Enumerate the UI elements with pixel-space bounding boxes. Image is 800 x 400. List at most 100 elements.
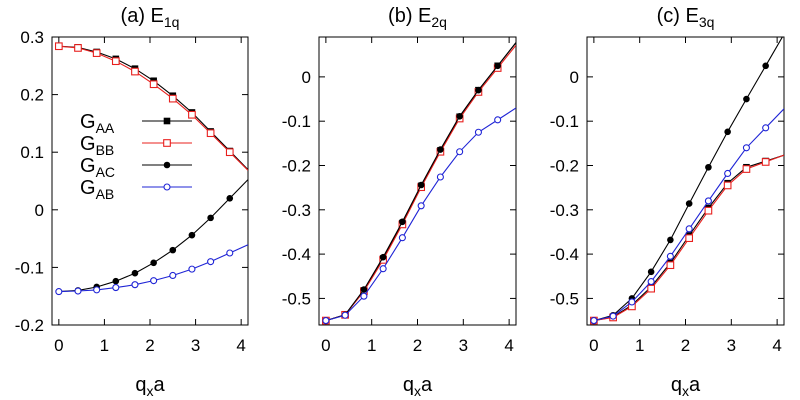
data-point-G_AC — [226, 194, 234, 202]
x-tick-label: 1 — [100, 336, 109, 355]
data-point-G_BB — [704, 206, 713, 215]
x-tick-label: 1 — [367, 336, 376, 355]
data-point-G_BB — [685, 234, 694, 243]
data-point-G_BB — [742, 165, 751, 173]
data-point-G_AB — [55, 288, 63, 296]
data-point-G_AB — [474, 128, 482, 136]
x-tick-label: 2 — [681, 336, 690, 355]
data-point-G_BB — [225, 148, 234, 157]
panel-c: 0 1 2 3 4 -0.5 -0.4 -0.3 -0.2 -0.1 0 (c) E3q qxa — [550, 5, 785, 399]
x-tick-label: 2 — [413, 336, 422, 355]
x-tick-label: 0 — [589, 336, 598, 355]
data-point-G_AB — [590, 317, 598, 325]
y-tick-label: -0.4 — [550, 245, 579, 264]
series-G_BB — [54, 42, 248, 171]
x-tick-label: 3 — [727, 336, 736, 355]
data-point-G_AB — [609, 312, 617, 320]
y-tick-label: -0.1 — [15, 258, 44, 277]
data-point-G_AC — [150, 259, 157, 267]
series-line-G_AC — [593, 37, 784, 322]
x-axis-label: qxa — [135, 374, 165, 399]
data-point-G_AC — [494, 62, 501, 70]
data-point-G_AB — [360, 292, 368, 300]
x-tick-label: 0 — [54, 336, 63, 355]
data-point-G_BB — [149, 80, 158, 89]
y-tick-label: -0.3 — [282, 201, 311, 220]
legend-label-G_BB: GBB — [80, 133, 114, 158]
data-point-G_BB — [74, 44, 82, 52]
legend-marker-G_AB — [163, 183, 171, 191]
y-tick-label: 0 — [302, 68, 311, 87]
x-tick-label: 0 — [321, 336, 330, 355]
series-G_BB — [590, 154, 784, 325]
data-point-G_AC — [131, 269, 139, 277]
legend-label-G_AB: GAB — [80, 177, 114, 202]
data-point-G_AB — [322, 317, 330, 325]
panel-title: (c) E3q — [657, 5, 715, 30]
data-point-G_AC — [437, 146, 444, 153]
data-point-G_BB — [761, 158, 770, 166]
y-tick-label: -0.1 — [550, 112, 579, 131]
y-tick-label: 0 — [35, 201, 44, 220]
y-tick-label: 0 — [570, 68, 579, 87]
x-axis-label: qxa — [671, 374, 701, 399]
panel-a: 0 1 2 3 4-0.2-0.100.10.20.3(a) E1qqxaGAAGBBG… — [15, 5, 249, 399]
legend-marker-G_BB — [163, 139, 171, 147]
panel-title: (a) E1q — [121, 5, 180, 30]
data-point-G_BB — [92, 49, 101, 57]
data-point-G_BB — [723, 181, 732, 190]
data-point-G_AB — [628, 298, 636, 306]
plot-area — [54, 42, 248, 296]
data-point-G_AB — [150, 277, 158, 285]
x-tick-label: 1 — [635, 336, 644, 355]
legend-label-G_AC: GAC — [80, 155, 115, 180]
series-G_AC — [322, 42, 516, 324]
series-line-G_AC — [325, 42, 516, 322]
y-tick-label: -0.5 — [550, 289, 579, 308]
plot-area — [590, 37, 784, 325]
series-line-G_AB — [325, 107, 516, 322]
y-tick-label: 0.3 — [20, 28, 44, 47]
data-point-G_AB — [704, 197, 712, 205]
data-point-G_AC — [188, 231, 196, 239]
data-point-G_AC — [685, 200, 693, 207]
series-G_AC — [590, 37, 784, 324]
data-point-G_BB — [111, 57, 120, 66]
data-point-G_AB — [188, 265, 196, 273]
series-line-G_AA — [325, 42, 516, 322]
plot-frame — [586, 36, 785, 326]
series-G_AB — [322, 107, 516, 325]
data-point-G_AC — [647, 268, 655, 276]
data-point-G_BB — [666, 261, 675, 270]
data-point-G_BB — [168, 94, 177, 103]
data-point-G_AC — [360, 286, 368, 293]
data-point-G_AB — [169, 271, 177, 280]
data-point-G_AB — [647, 278, 655, 286]
data-point-G_AC — [743, 95, 750, 103]
data-point-G_AB — [112, 284, 120, 292]
data-point-G_AB — [436, 173, 444, 181]
y-tick-label: -0.5 — [282, 289, 311, 308]
data-point-G_AB — [131, 281, 139, 289]
x-tick-label: 4 — [504, 336, 513, 355]
data-point-G_AB — [207, 258, 215, 266]
data-point-G_AC — [667, 236, 674, 244]
data-point-G_AB — [494, 116, 502, 124]
data-point-G_AB — [398, 234, 406, 242]
plot-area — [322, 42, 516, 325]
data-point-G_AB — [762, 124, 770, 132]
data-point-G_AC — [399, 218, 406, 226]
data-point-G_AC — [724, 128, 731, 136]
data-point-G_AB — [93, 286, 101, 294]
data-point-G_AC — [379, 253, 387, 261]
data-point-G_AB — [666, 252, 674, 260]
data-point-G_AB — [685, 225, 693, 233]
data-point-G_BB — [647, 284, 655, 293]
x-tick-label: 3 — [459, 336, 468, 355]
data-point-G_AB — [417, 202, 425, 210]
y-tick-label: -0.4 — [282, 245, 311, 264]
data-point-G_AC — [169, 246, 177, 254]
data-point-G_BB — [206, 129, 215, 138]
x-tick-label: 3 — [191, 336, 200, 355]
